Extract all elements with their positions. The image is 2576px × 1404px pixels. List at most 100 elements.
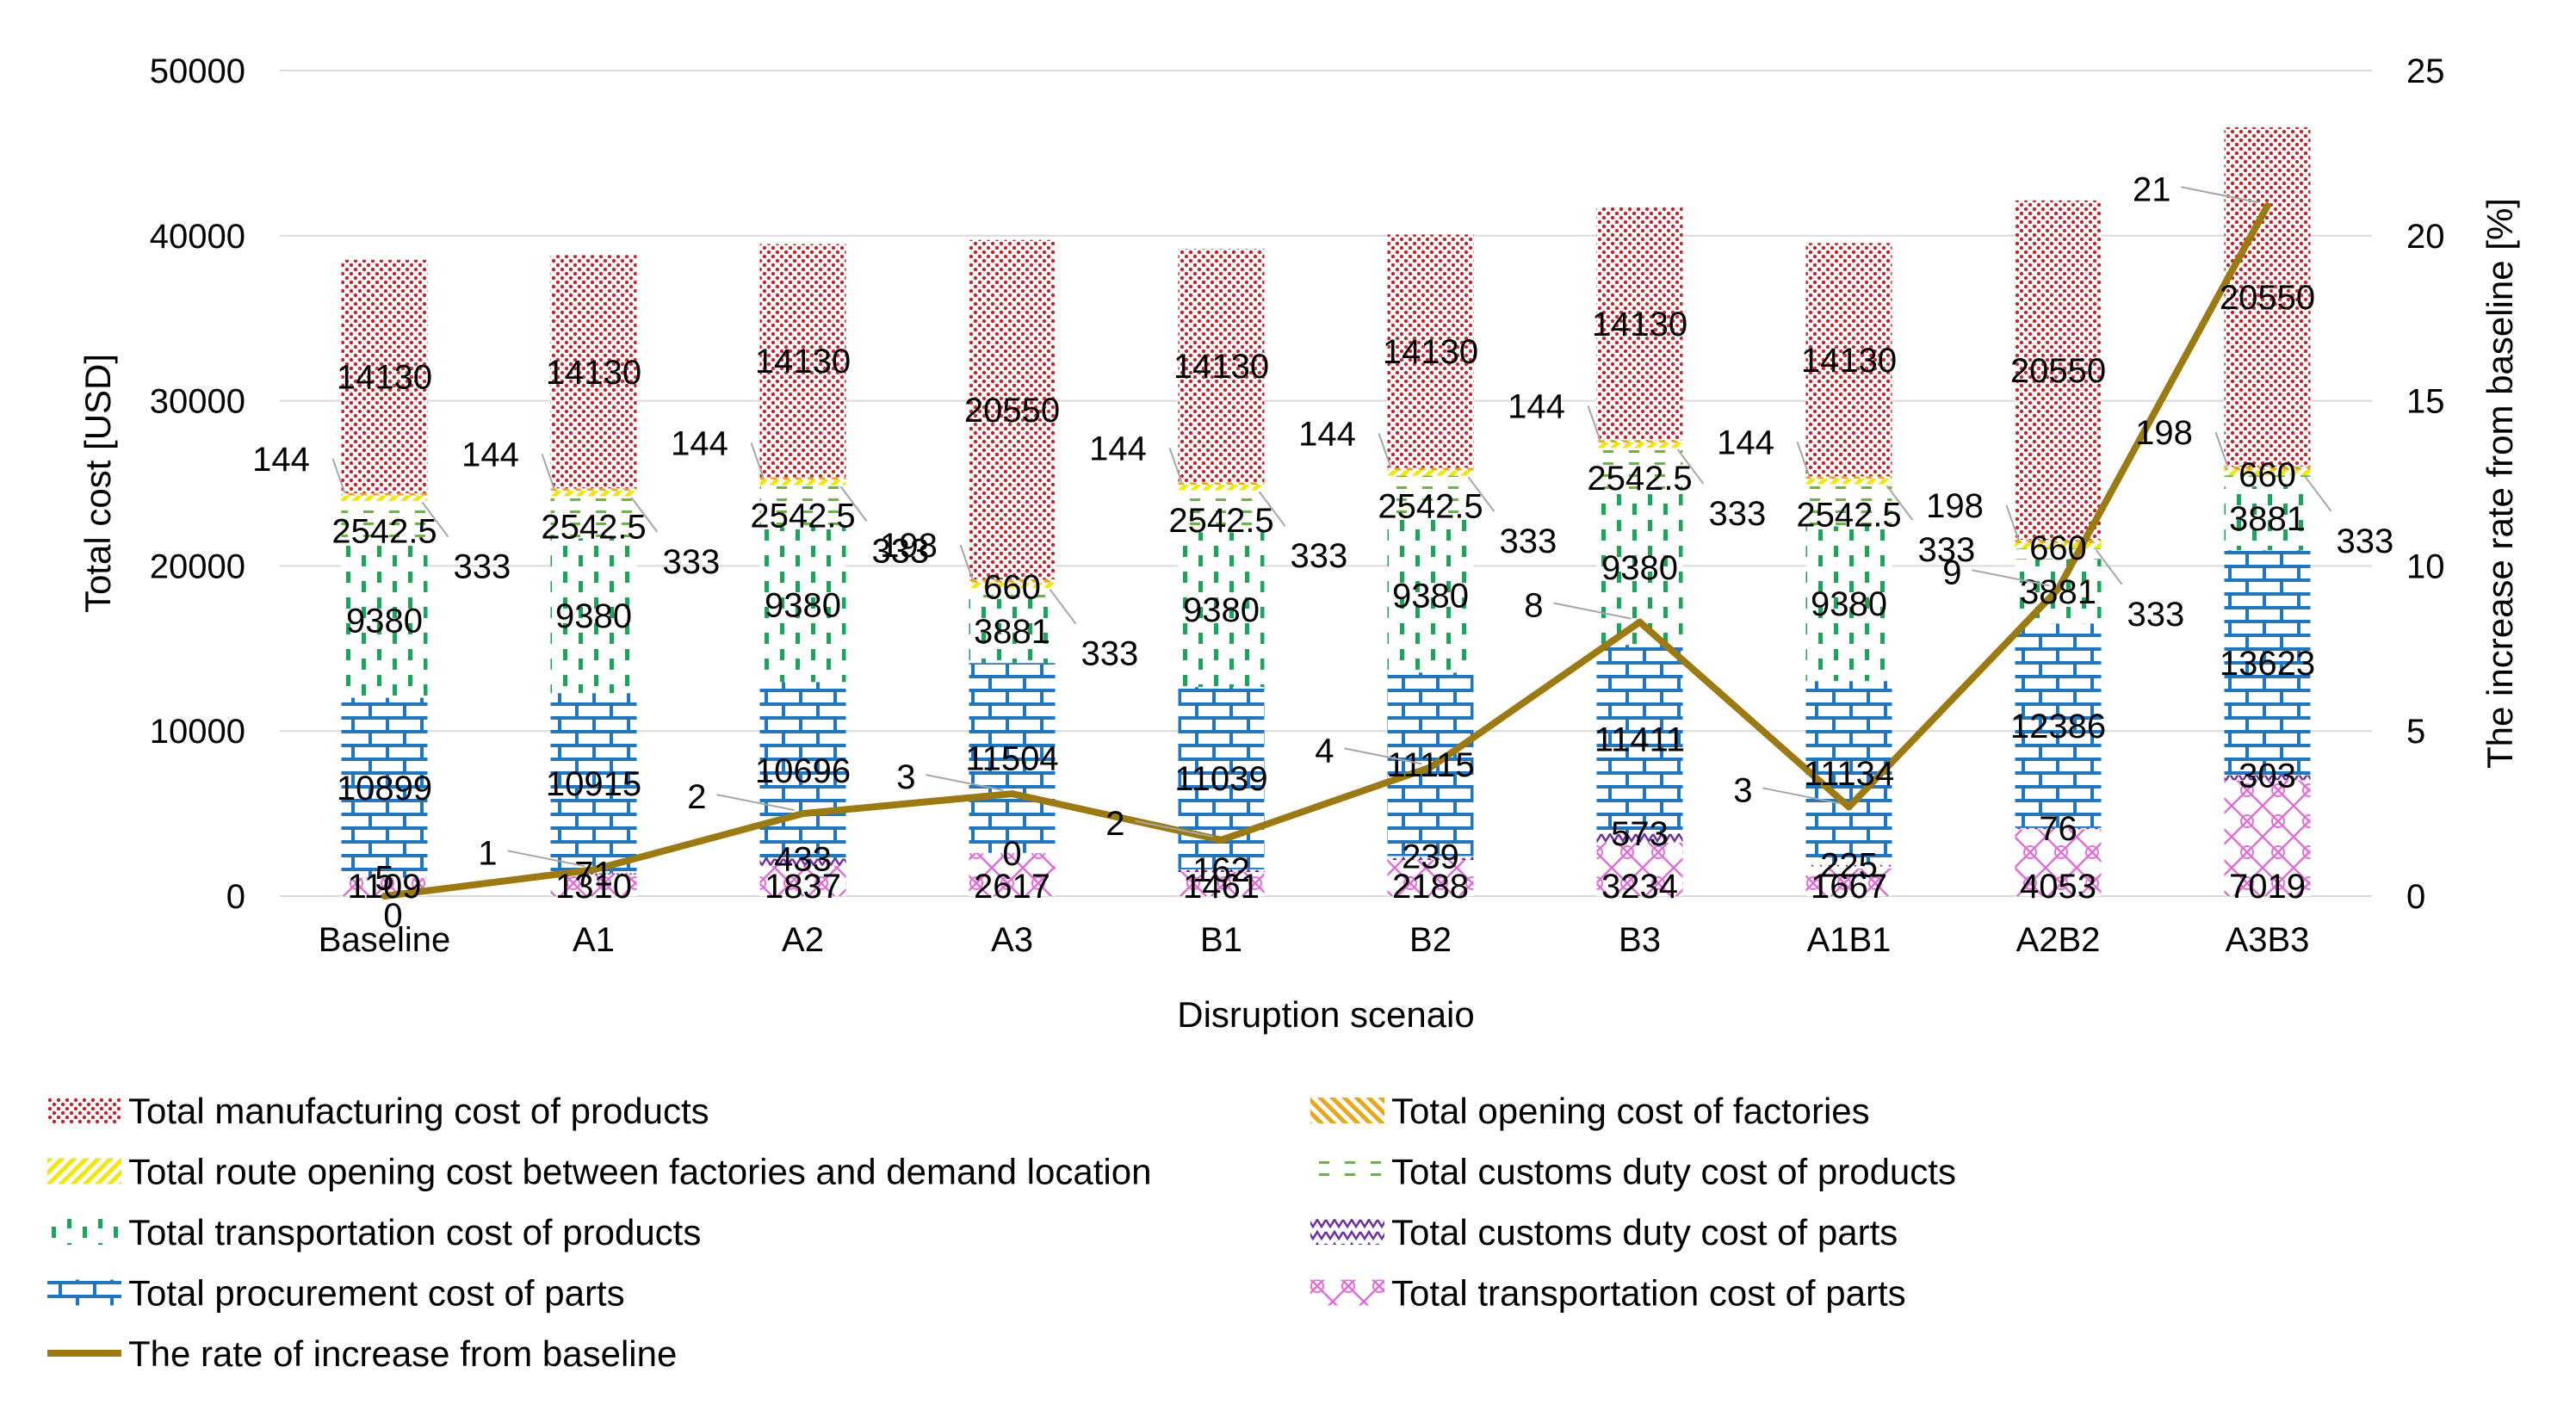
legend-swatch bbox=[47, 1098, 121, 1123]
rate-point bbox=[1217, 836, 1225, 844]
data-label-route: 333 bbox=[1709, 495, 1767, 533]
data-label-of: 144 bbox=[1508, 387, 1565, 425]
data-label-mfg: 20550 bbox=[2010, 352, 2106, 390]
leader-line bbox=[630, 497, 659, 533]
data-label-route: 333 bbox=[2127, 596, 2185, 634]
bar-segment-route bbox=[550, 491, 637, 497]
bar-segment-pp bbox=[969, 663, 1056, 853]
y-tick-label: 20000 bbox=[150, 547, 245, 585]
data-label-of: 144 bbox=[461, 436, 519, 473]
bar-segment-pp bbox=[759, 682, 846, 859]
bar-segment-cdp bbox=[1805, 864, 1892, 869]
bar-segment-cdp bbox=[1596, 832, 1683, 843]
data-labels: 1413093802542.51089951109144333141309380… bbox=[252, 170, 2393, 935]
y-tick-label: 10000 bbox=[150, 713, 245, 751]
y2-tick-label: 15 bbox=[2406, 383, 2445, 421]
legend-swatch bbox=[1310, 1098, 1384, 1123]
leader-line bbox=[331, 458, 346, 494]
legend-label: Total customs duty cost of parts bbox=[1391, 1212, 1898, 1252]
leader-line bbox=[1168, 447, 1183, 483]
data-label-cdp: 71 bbox=[574, 856, 613, 894]
bar-segment-tpr bbox=[759, 527, 846, 683]
bar-segment-mfg bbox=[2224, 127, 2311, 467]
leader-line bbox=[1886, 485, 1914, 521]
bar-segment-of bbox=[1387, 467, 1474, 471]
data-label-of: 144 bbox=[671, 424, 728, 462]
x-tick-label: A1 bbox=[573, 921, 615, 959]
data-label-tpr: 9380 bbox=[765, 586, 841, 624]
data-label-tp: 1667 bbox=[1811, 868, 1887, 906]
data-label-route: 333 bbox=[1918, 531, 1976, 569]
y-tick-label: 0 bbox=[226, 878, 245, 916]
bar-segment-cdp bbox=[759, 858, 846, 866]
data-label-cdpr: 660 bbox=[983, 569, 1041, 607]
bar-segment-tp bbox=[969, 852, 1056, 896]
bar-segment-cdp bbox=[1178, 869, 1265, 872]
bar-segment-tp bbox=[1596, 842, 1683, 896]
data-label-pp: 10696 bbox=[755, 752, 851, 790]
rate-label: 9 bbox=[1942, 554, 1961, 591]
data-label-tpr: 9380 bbox=[1601, 549, 1678, 587]
data-label-tpr: 9380 bbox=[1183, 591, 1260, 629]
data-label-of: 144 bbox=[252, 441, 310, 479]
leader-line bbox=[2181, 186, 2259, 204]
data-label-cdp: 573 bbox=[1611, 815, 1669, 853]
data-label-tp: 3234 bbox=[1601, 868, 1678, 906]
bar-segment-tpr bbox=[2224, 486, 2311, 551]
y2-tick-label: 10 bbox=[2406, 547, 2445, 585]
legend-label: Total customs duty cost of products bbox=[1391, 1152, 1956, 1192]
bar-segment-route bbox=[2224, 469, 2311, 476]
data-label-tp: 4053 bbox=[2020, 868, 2096, 906]
data-label-route: 333 bbox=[1291, 537, 1348, 575]
bar-segment-mfg bbox=[341, 259, 428, 493]
data-label-mfg: 14130 bbox=[1592, 306, 1687, 343]
legend-label: Total route opening cost between factori… bbox=[128, 1152, 1151, 1192]
rate-point bbox=[381, 893, 388, 900]
leader-line bbox=[1049, 589, 1077, 625]
leader-line bbox=[2095, 549, 2123, 585]
bar-segment-tp bbox=[2015, 829, 2102, 896]
data-label-cdpr: 2542.5 bbox=[541, 508, 646, 546]
bar-segment-tpr bbox=[1387, 517, 1474, 673]
bar-segment-route bbox=[1387, 470, 1474, 476]
data-label-cdp: 303 bbox=[2239, 758, 2296, 795]
data-label-tpr: 9380 bbox=[555, 597, 632, 635]
data-label-cdp: 225 bbox=[1820, 847, 1878, 885]
leader-line bbox=[2214, 431, 2229, 467]
bar-segment-cdpr bbox=[1178, 490, 1265, 533]
bar-segment-pp bbox=[1596, 645, 1683, 833]
bar-segment-mfg bbox=[2015, 200, 2102, 540]
bar-segment-of bbox=[1596, 440, 1683, 443]
legend-label: Total opening cost of factories bbox=[1391, 1091, 1870, 1131]
bar-segment-mfg bbox=[1596, 207, 1683, 441]
legend-label: Total transportation cost of products bbox=[128, 1212, 701, 1252]
x-tick-label: A2 bbox=[782, 921, 824, 959]
bar-segment-cdpr bbox=[969, 588, 1056, 599]
data-label-of: 198 bbox=[2135, 414, 2193, 452]
data-label-route: 333 bbox=[454, 548, 511, 586]
legend-swatch bbox=[47, 1279, 121, 1306]
leader-line bbox=[1762, 787, 1841, 805]
leader-line bbox=[421, 501, 449, 538]
stacked-bars bbox=[341, 127, 2311, 896]
bar-segment-tp bbox=[759, 865, 846, 896]
leader-line bbox=[959, 544, 974, 580]
y2-tick-label: 25 bbox=[2406, 53, 2445, 90]
rate-line-path bbox=[383, 204, 2271, 900]
legend-label: Total manufacturing cost of products bbox=[128, 1091, 709, 1131]
y-tick-label: 40000 bbox=[150, 218, 245, 256]
bar-segment-mfg bbox=[759, 244, 846, 478]
data-label-cdpr: 2542.5 bbox=[750, 497, 855, 535]
bar-segment-of bbox=[969, 578, 1056, 583]
legend-swatch bbox=[47, 1219, 121, 1245]
rate-point bbox=[799, 810, 807, 818]
rate-point bbox=[590, 866, 598, 874]
bar-segment-tpr bbox=[550, 538, 637, 694]
leader-line bbox=[1344, 747, 1422, 765]
bar-segment-pp bbox=[550, 693, 637, 874]
leader-line bbox=[1796, 442, 1811, 477]
leader-line bbox=[1258, 491, 1286, 527]
rate-point bbox=[1636, 618, 1644, 626]
bar-segment-cdpr bbox=[759, 485, 846, 528]
data-label-cdpr: 2542.5 bbox=[331, 513, 437, 551]
